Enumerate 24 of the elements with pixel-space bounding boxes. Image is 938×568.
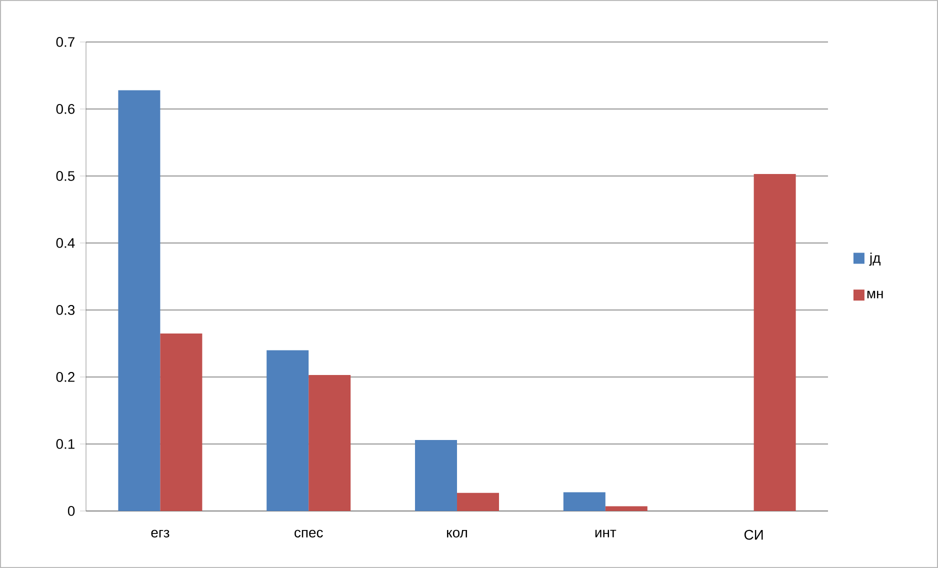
bar — [754, 174, 796, 511]
x-tick-label: инт — [595, 530, 616, 538]
bar — [605, 506, 648, 511]
bar — [118, 90, 160, 511]
legend-label: мн — [867, 290, 883, 298]
y-tick-label: 0.2 — [56, 372, 74, 382]
x-tick-label: СИ — [744, 530, 763, 540]
y-tick-label: 0.6 — [56, 104, 75, 114]
x-tick-label: кол — [447, 530, 467, 538]
y-tick-label: 0.1 — [56, 439, 74, 449]
bar — [563, 492, 606, 511]
y-tick-label: 0.4 — [56, 238, 75, 248]
y-tick-label: 0 — [68, 506, 75, 516]
bar — [266, 350, 309, 511]
x-tick-label: спес — [294, 530, 323, 538]
y-tick-label: 0.5 — [56, 171, 75, 181]
bar — [415, 440, 458, 511]
bar — [308, 374, 351, 511]
bar — [457, 492, 500, 511]
legend-label: јд — [869, 252, 880, 266]
y-tick-label: 0.3 — [56, 305, 75, 315]
x-tick-label: егз — [151, 530, 170, 538]
y-tick-label: 0.7 — [56, 37, 74, 47]
bar — [160, 333, 202, 511]
